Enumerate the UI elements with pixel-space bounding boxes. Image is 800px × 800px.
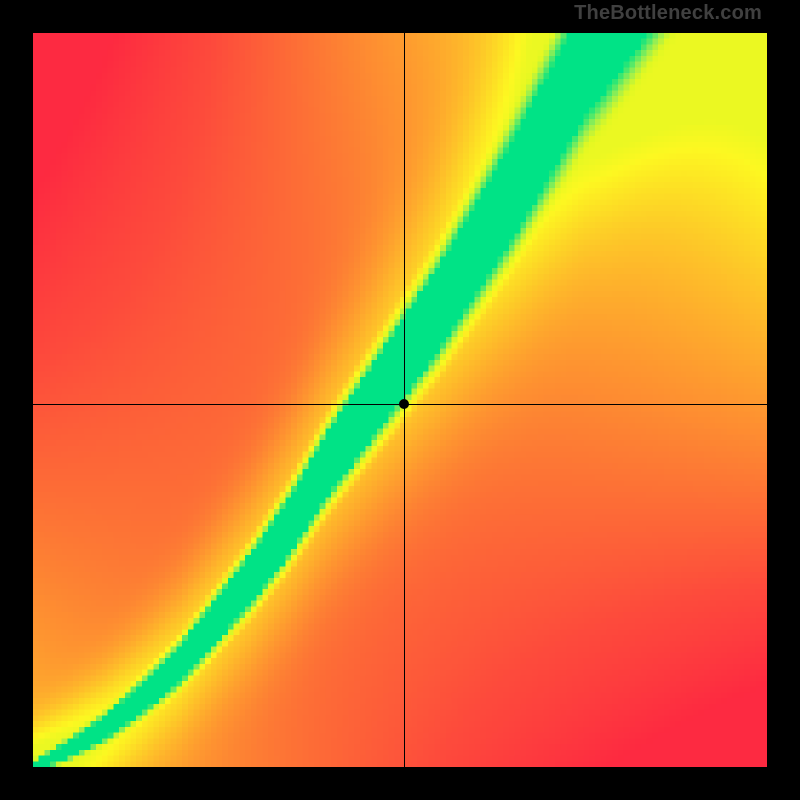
heatmap-plot	[33, 33, 767, 767]
chart-frame: TheBottleneck.com	[0, 0, 800, 800]
watermark-text: TheBottleneck.com	[574, 2, 762, 25]
marker-dot	[399, 399, 409, 409]
